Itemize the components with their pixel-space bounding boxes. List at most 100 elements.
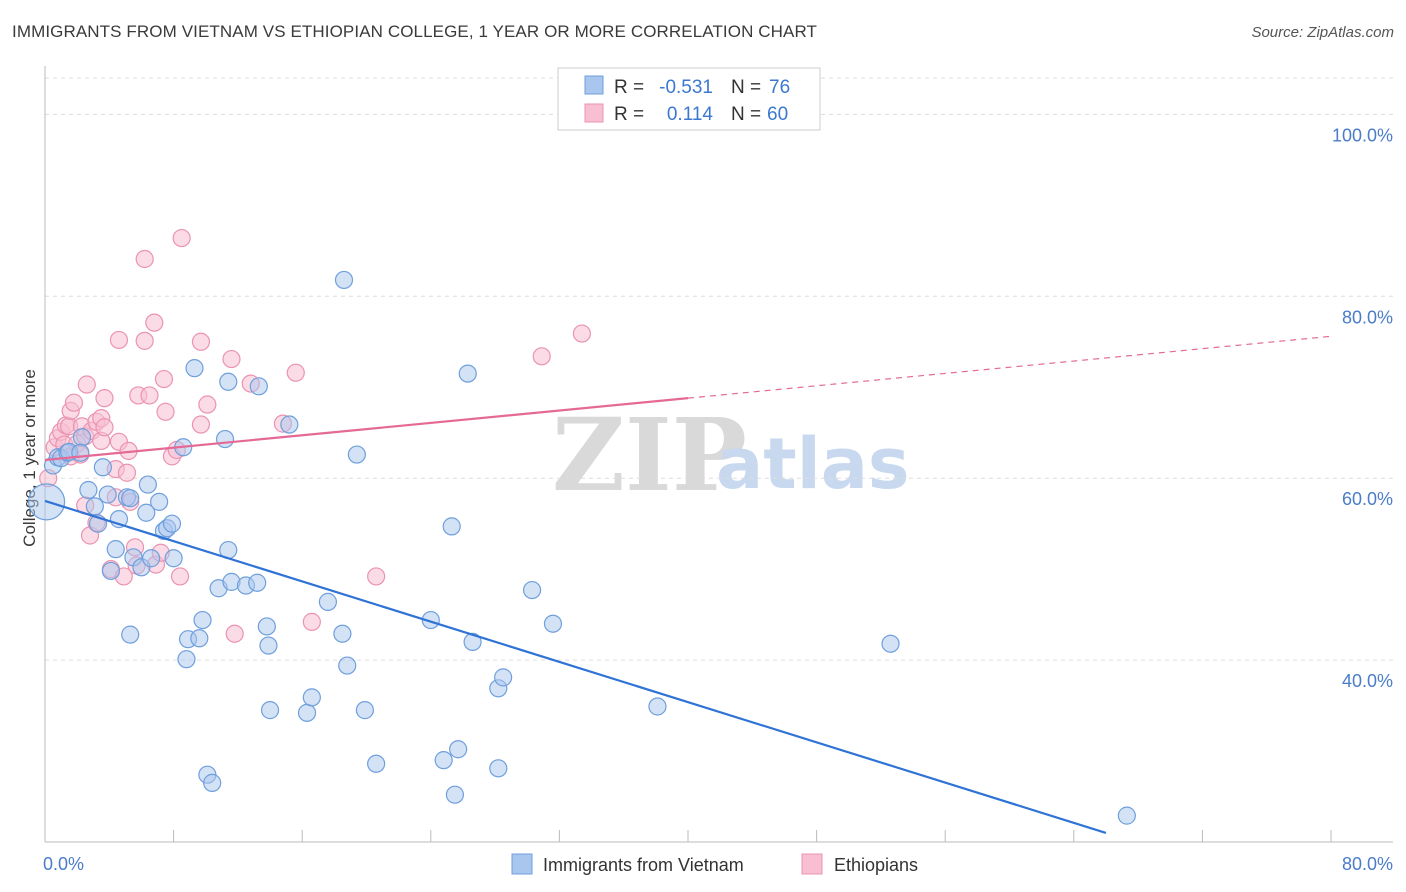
vietnam-point <box>463 632 482 652</box>
series-legend: Immigrants from Vietnam Ethiopians <box>511 853 918 875</box>
vietnam-point <box>219 372 238 391</box>
y-tick-label: 40.0% <box>1342 671 1393 691</box>
y-axis-label: College, 1 year or more <box>20 369 39 547</box>
legend-n-value-1: 76 <box>769 77 790 98</box>
vietnam-point <box>1117 806 1136 825</box>
ethiopian-point <box>135 331 154 350</box>
vietnam-point <box>434 751 453 770</box>
vietnam-point <box>494 668 513 687</box>
vietnam-point <box>85 497 104 516</box>
vietnam-point <box>101 561 121 581</box>
vietnam-point <box>177 650 196 669</box>
bottom-legend-vietnam: Immigrants from Vietnam <box>543 855 744 875</box>
vietnam-point <box>445 785 465 804</box>
vietnam-point <box>458 364 477 383</box>
legend-swatch-vietnam <box>584 75 604 95</box>
ethiopian-point <box>145 313 164 332</box>
vietnam-point <box>150 492 169 511</box>
vietnam-trend-line <box>44 499 1107 834</box>
chart-title: IMMIGRANTS FROM VIETNAM VS ETHIOPIAN COL… <box>12 22 818 41</box>
legend-r-label-1: R = <box>614 77 644 98</box>
x-tick-label-max: 80.0% <box>1342 854 1393 874</box>
vietnam-point <box>79 480 98 500</box>
watermark-atlas: atlas <box>716 423 910 505</box>
ethiopian-point <box>135 249 154 269</box>
vietnam-point <box>72 428 92 447</box>
vietnam-point <box>522 580 542 600</box>
ethiopian-point <box>198 395 217 414</box>
vietnam-point <box>164 549 183 568</box>
vietnam-point <box>297 703 317 722</box>
ethiopian-points <box>39 228 592 643</box>
axes <box>44 66 1393 843</box>
ethiopian-point <box>532 347 551 366</box>
ethiopian-point <box>572 324 592 343</box>
vietnam-point <box>881 634 900 653</box>
ethiopian-point <box>191 415 211 434</box>
vietnam-point <box>190 629 209 648</box>
vietnam-point <box>543 614 563 633</box>
legend-swatch-ethiopian <box>584 103 604 123</box>
grid-lines <box>45 77 1393 661</box>
legend-r-label-2: R = <box>614 104 644 125</box>
ethiopian-point <box>302 612 321 631</box>
bottom-legend-swatch-vietnam <box>511 853 533 875</box>
ethiopian-point <box>222 349 241 369</box>
legend-r-value-1: -0.531 <box>659 77 713 98</box>
watermark-zip: ZIP <box>552 396 747 514</box>
ethiopian-point <box>109 330 129 350</box>
bottom-legend-ethiopian: Ethiopians <box>834 855 918 875</box>
bottom-legend-swatch-ethiopian <box>801 853 823 875</box>
legend-r-value-2: 0.114 <box>667 104 714 125</box>
vietnam-point <box>334 270 354 290</box>
vietnam-point <box>121 625 140 644</box>
watermark: ZIP atlas <box>552 396 910 514</box>
source-label: Source: ZipAtlas.com <box>1251 24 1394 41</box>
legend-n-value-2: 60 <box>767 104 788 125</box>
vietnam-points <box>28 270 1136 825</box>
vietnam-point <box>137 503 156 522</box>
vietnam-point <box>93 458 112 477</box>
vietnam-point <box>215 429 235 449</box>
vietnam-point <box>185 359 204 378</box>
vietnam-point <box>259 636 278 655</box>
ethiopian-point <box>225 624 244 643</box>
ethiopian-point <box>95 418 114 437</box>
vietnam-point <box>193 610 212 630</box>
vietnam-point <box>302 688 321 707</box>
ethiopian-point <box>286 363 305 382</box>
ethiopian-point <box>191 332 211 351</box>
ethiopian-point <box>154 369 174 389</box>
ethiopian-point <box>77 375 96 394</box>
vietnam-point <box>280 415 299 434</box>
vietnam-point <box>71 443 90 462</box>
vietnam-point <box>98 485 117 504</box>
vietnam-point <box>121 489 140 508</box>
y-tick-label: 60.0% <box>1342 489 1393 509</box>
ethiopian-point <box>367 567 386 586</box>
vietnam-point <box>442 517 461 536</box>
ethiopian-point <box>172 228 191 248</box>
legend-n-label-1: N = <box>731 77 761 98</box>
vietnam-point <box>347 445 366 464</box>
vietnam-point <box>489 759 508 778</box>
x-tick-label-min: 0.0% <box>43 854 84 874</box>
vietnam-point <box>141 549 161 568</box>
ethiopian-point <box>117 463 137 482</box>
vietnam-point <box>648 697 667 716</box>
vietnam-point <box>162 514 182 533</box>
vietnam-point <box>138 475 157 494</box>
y-tick-label: 80.0% <box>1342 307 1393 327</box>
vietnam-point <box>318 592 338 611</box>
vietnam-point <box>355 701 374 720</box>
vietnam-point <box>333 624 352 643</box>
trend-lines <box>44 335 1332 834</box>
vietnam-point <box>338 656 357 675</box>
vietnam-point <box>248 573 267 592</box>
y-tick-label: 100.0% <box>1332 125 1393 145</box>
ethiopian-trend-line <box>44 397 689 462</box>
tick-labels: 100.0% 80.0% 60.0% 40.0% 0.0% 80.0% <box>43 125 1393 874</box>
ethiopian-point <box>170 567 190 586</box>
vietnam-point <box>203 773 222 792</box>
